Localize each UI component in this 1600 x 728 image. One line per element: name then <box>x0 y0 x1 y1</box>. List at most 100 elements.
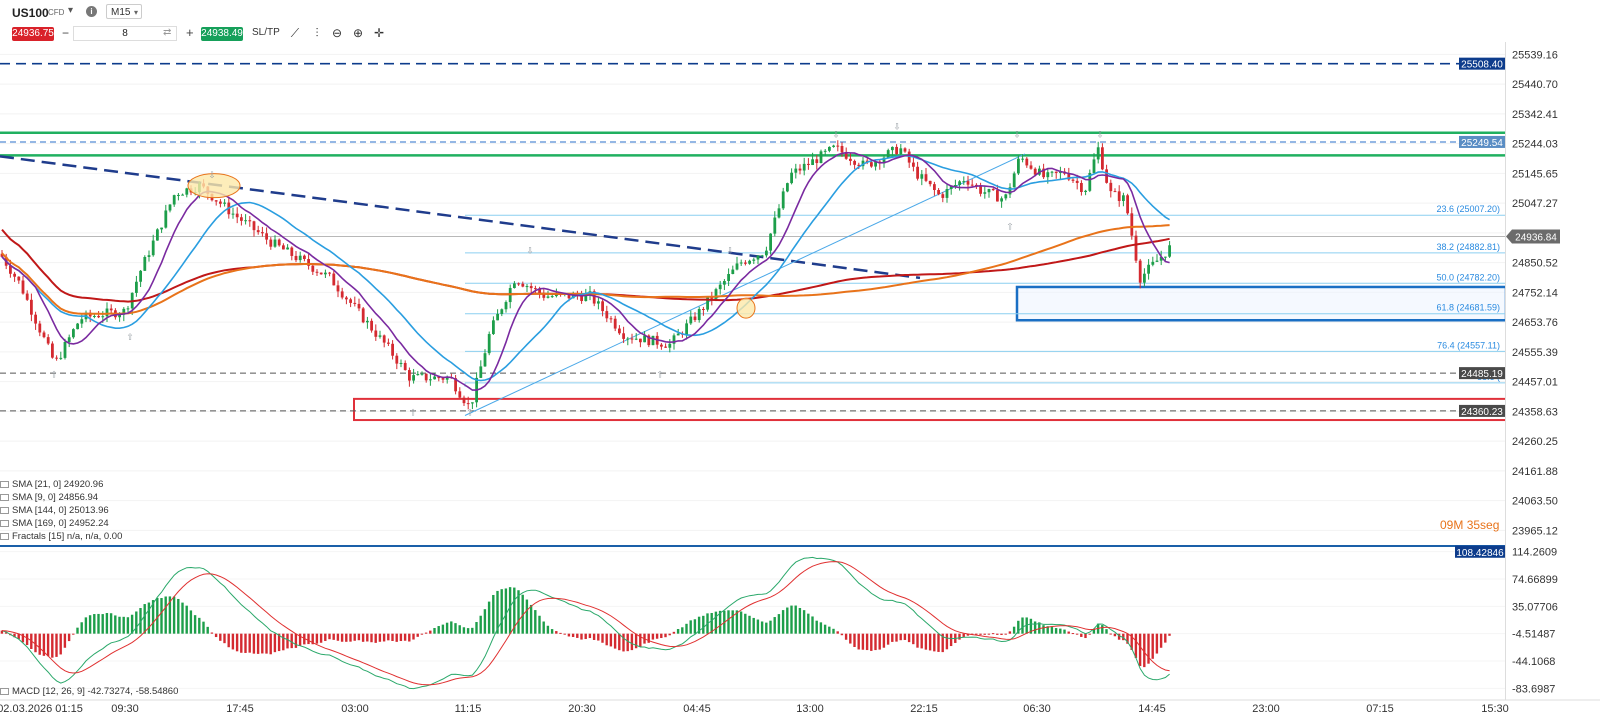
macd-histogram-bar <box>987 633 991 635</box>
zoom-in-icon[interactable]: ⊕ <box>352 26 364 40</box>
sltp-button[interactable]: SL/TP <box>252 27 280 38</box>
candle-body <box>483 353 487 367</box>
indicators-icon[interactable]: ⫶ <box>315 26 319 40</box>
macd-histogram-bar <box>811 616 814 634</box>
macd-histogram-bar <box>660 633 663 639</box>
swap-icon[interactable]: ⇄ <box>163 27 172 38</box>
quantity-input[interactable]: 8 <box>73 26 177 41</box>
candle-body <box>534 288 537 290</box>
macd-histogram-bar <box>0 630 4 634</box>
macd-histogram-bar <box>1067 631 1070 634</box>
line-chart-icon[interactable]: ⟋ <box>290 26 300 40</box>
candle-body <box>164 210 168 228</box>
macd-histogram-bar <box>962 633 965 637</box>
macd-histogram-bar <box>387 633 390 641</box>
x-tick-label: 13:00 <box>796 703 824 715</box>
candle-body <box>1025 158 1029 166</box>
candle-body <box>639 338 642 343</box>
candle-body <box>647 335 651 346</box>
symbol-name[interactable]: US100 <box>12 6 49 20</box>
candle-body <box>471 402 474 404</box>
candle-body <box>391 343 394 356</box>
candle-body <box>147 255 151 257</box>
candle-body <box>298 255 302 261</box>
x-tick-label: 07:15 <box>1366 703 1394 715</box>
price-level-tag <box>1459 367 1505 380</box>
candle-body <box>67 337 71 343</box>
quantity-decrease-button[interactable]: − <box>62 26 70 40</box>
support-zone <box>353 397 1507 422</box>
macd-tick-label: -83.6987 <box>1512 683 1555 695</box>
candle-body <box>433 376 436 380</box>
x-tick-label: 22:15 <box>910 703 938 715</box>
candle-body <box>571 293 575 299</box>
candle-body <box>424 373 428 381</box>
macd-histogram-bar <box>823 624 827 634</box>
x-tick-label: 06:30 <box>1023 703 1051 715</box>
macd-histogram-bar <box>17 633 20 639</box>
macd-histogram-bar <box>672 631 676 634</box>
candle-body <box>744 262 747 264</box>
macd-histogram-bar <box>584 633 587 640</box>
candle-body <box>723 281 726 285</box>
macd-histogram-bar <box>899 633 902 641</box>
fractal-up-marker: ⇩ <box>1013 129 1021 139</box>
candle-body <box>517 283 520 285</box>
candle-body <box>46 337 50 344</box>
buy-price-button[interactable]: 24938.49 <box>201 27 243 41</box>
y-tick-label: 23965.12 <box>1512 525 1558 537</box>
macd-histogram-bar <box>286 633 289 649</box>
quantity-increase-button[interactable]: + <box>186 25 194 40</box>
candle-body <box>928 180 932 185</box>
candle-body <box>80 319 84 324</box>
candle-body <box>1147 264 1150 274</box>
y-tick-label: 25145.65 <box>1512 168 1558 180</box>
sell-price-button[interactable]: 24936.75 <box>12 27 54 41</box>
macd-histogram-bar <box>853 633 856 647</box>
macd-histogram-bar <box>1126 633 1129 644</box>
zoom-out-icon[interactable]: ⊖ <box>331 26 343 40</box>
macd-histogram-bar <box>353 633 356 641</box>
macd-histogram-bar <box>38 633 41 655</box>
crosshair-icon[interactable]: ✛ <box>373 26 385 40</box>
sma-21-line <box>1 154 1171 382</box>
fractal-down-marker: ⇧ <box>1006 222 1014 232</box>
macd-histogram-bar <box>240 633 243 653</box>
candle-body <box>660 344 663 347</box>
macd-histogram-bar <box>1164 633 1167 643</box>
macd-histogram-bar <box>752 617 755 634</box>
macd-histogram-bar <box>252 633 256 654</box>
macd-histogram-bar <box>265 633 268 654</box>
fib-level-label: 38.2 (24882.81) <box>1436 242 1500 252</box>
macd-histogram-bar <box>1071 633 1075 635</box>
macd-histogram-bar <box>567 633 571 637</box>
candle-body <box>1134 235 1138 261</box>
candle-body <box>760 255 764 257</box>
macd-histogram-bar <box>395 633 398 642</box>
macd-histogram-bar <box>592 633 596 640</box>
macd-histogram-bar <box>93 614 96 634</box>
candle-body <box>30 299 33 315</box>
macd-histogram-bar <box>72 633 75 635</box>
timeframe-select[interactable]: M15 ▾ <box>106 4 142 19</box>
candle-body <box>1109 182 1113 192</box>
candle-body <box>966 181 970 185</box>
fractal-down-marker: ⇧ <box>656 370 664 380</box>
candle-body <box>781 191 785 209</box>
candle-body <box>412 375 415 381</box>
macd-histogram-bar <box>991 633 995 635</box>
macd-histogram-bar <box>878 633 881 650</box>
macd-histogram-bar <box>975 633 978 635</box>
candle-body <box>706 297 709 310</box>
macd-histogram-bar <box>609 633 613 647</box>
macd-histogram-bar <box>1147 633 1150 664</box>
macd-histogram-bar <box>1080 633 1083 637</box>
symbol-dropdown-icon[interactable]: ▾ <box>68 5 74 16</box>
info-icon[interactable]: i <box>86 6 97 17</box>
candle-body <box>849 158 852 161</box>
macd-histogram-bar <box>219 633 222 641</box>
y-tick-label: 25244.03 <box>1512 139 1558 151</box>
legend-label: SMA [169, 0] 24952.24 <box>12 518 109 529</box>
candle-body <box>139 270 142 282</box>
